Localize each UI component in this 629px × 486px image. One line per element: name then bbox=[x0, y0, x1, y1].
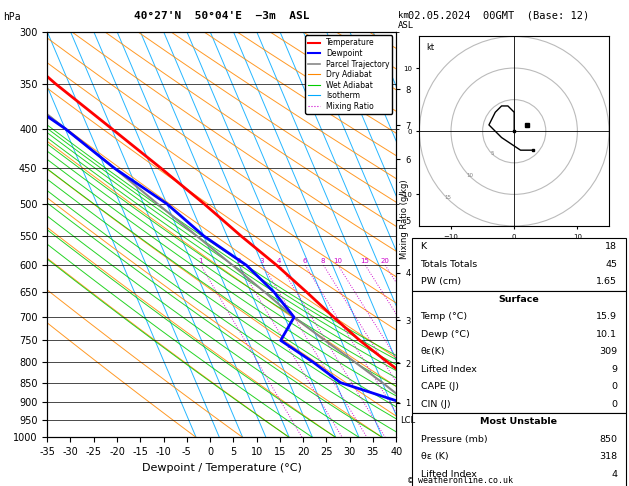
Text: CAPE (J): CAPE (J) bbox=[421, 382, 459, 391]
Text: K: K bbox=[421, 243, 426, 251]
Text: 1: 1 bbox=[198, 258, 203, 264]
Text: 8: 8 bbox=[321, 258, 325, 264]
Text: Most Unstable: Most Unstable bbox=[481, 417, 557, 426]
Text: 1.65: 1.65 bbox=[596, 278, 617, 286]
Text: Mixing Ratio (g/kg): Mixing Ratio (g/kg) bbox=[400, 179, 409, 259]
Text: 6: 6 bbox=[302, 258, 307, 264]
Text: Lifted Index: Lifted Index bbox=[421, 470, 476, 479]
Text: 318: 318 bbox=[599, 452, 617, 461]
Text: 4: 4 bbox=[611, 470, 617, 479]
Text: km
ASL: km ASL bbox=[398, 11, 414, 30]
Text: 2: 2 bbox=[237, 258, 241, 264]
Text: kt: kt bbox=[426, 43, 434, 52]
Text: 40°27'N  50°04'E  −3m  ASL: 40°27'N 50°04'E −3m ASL bbox=[134, 11, 309, 21]
Text: LCL: LCL bbox=[400, 416, 415, 425]
Legend: Temperature, Dewpoint, Parcel Trajectory, Dry Adiabat, Wet Adiabat, Isotherm, Mi: Temperature, Dewpoint, Parcel Trajectory… bbox=[305, 35, 392, 114]
Text: Lifted Index: Lifted Index bbox=[421, 365, 476, 374]
Text: 15: 15 bbox=[444, 195, 452, 200]
Text: © weatheronline.co.uk: © weatheronline.co.uk bbox=[408, 475, 513, 485]
Bar bbox=[412, 238, 626, 291]
Text: 02.05.2024  00GMT  (Base: 12): 02.05.2024 00GMT (Base: 12) bbox=[408, 11, 589, 21]
Text: Pressure (mb): Pressure (mb) bbox=[421, 435, 487, 444]
Text: 5: 5 bbox=[491, 151, 494, 156]
Text: 850: 850 bbox=[599, 435, 617, 444]
Text: 20: 20 bbox=[380, 258, 389, 264]
Text: PW (cm): PW (cm) bbox=[421, 278, 460, 286]
Text: Temp (°C): Temp (°C) bbox=[421, 312, 468, 321]
Text: θε(K): θε(K) bbox=[421, 347, 445, 356]
X-axis label: Dewpoint / Temperature (°C): Dewpoint / Temperature (°C) bbox=[142, 463, 302, 473]
Text: 10: 10 bbox=[467, 173, 474, 178]
Text: 10.1: 10.1 bbox=[596, 330, 617, 339]
Text: 0: 0 bbox=[611, 400, 617, 409]
Text: 0: 0 bbox=[611, 382, 617, 391]
Text: 3: 3 bbox=[260, 258, 264, 264]
Text: 9: 9 bbox=[611, 365, 617, 374]
Text: 15: 15 bbox=[360, 258, 369, 264]
Text: 4: 4 bbox=[277, 258, 282, 264]
Text: θε (K): θε (K) bbox=[421, 452, 448, 461]
Text: Surface: Surface bbox=[499, 295, 539, 304]
Text: Dewp (°C): Dewp (°C) bbox=[421, 330, 469, 339]
Text: 45: 45 bbox=[605, 260, 617, 269]
Text: Totals Totals: Totals Totals bbox=[421, 260, 478, 269]
Text: CIN (J): CIN (J) bbox=[421, 400, 450, 409]
Text: hPa: hPa bbox=[3, 12, 21, 22]
Bar bbox=[412, 291, 626, 413]
Text: 15.9: 15.9 bbox=[596, 312, 617, 321]
Text: 10: 10 bbox=[333, 258, 342, 264]
Bar bbox=[412, 413, 626, 486]
Text: 309: 309 bbox=[599, 347, 617, 356]
Text: 18: 18 bbox=[605, 243, 617, 251]
